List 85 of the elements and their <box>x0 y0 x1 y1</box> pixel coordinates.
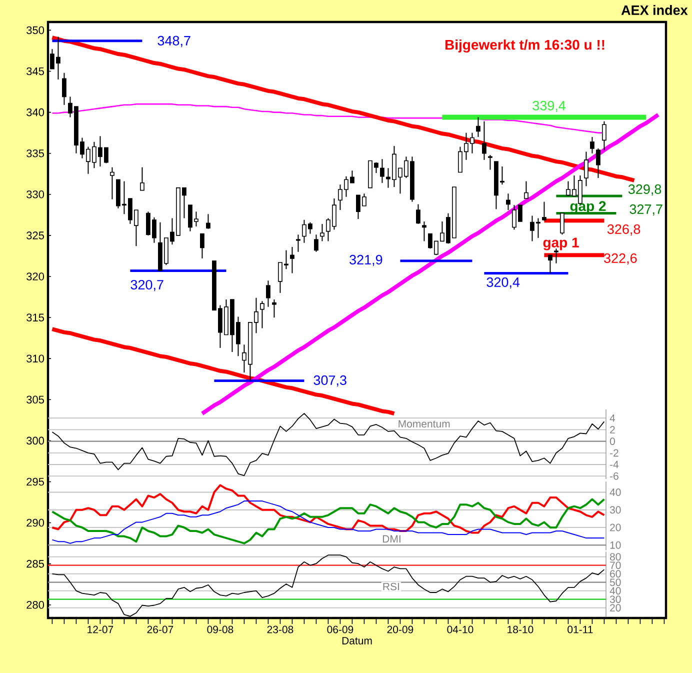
y-tick-label: 60 <box>610 570 621 578</box>
y-tick-label: 345 <box>26 67 44 76</box>
y-tick-label: 70 <box>610 562 621 570</box>
y-tick-label: -4 <box>610 460 619 468</box>
y-tick-label: 280 <box>26 600 44 609</box>
text: Bijgewerkt t/m 16:30 u !! <box>445 39 604 53</box>
annotation: 307,3 <box>314 375 346 387</box>
chart-title: AEX index <box>621 5 688 15</box>
candlestick <box>260 300 264 329</box>
y-tick-label: 20 <box>610 524 621 532</box>
y-tick-label: 10 <box>610 541 621 549</box>
annotation: 327,7 <box>630 204 662 216</box>
candlestick <box>110 166 114 200</box>
x-tick-label: 26-07 <box>147 626 174 634</box>
y-tick-label: 2 <box>610 426 615 434</box>
candlestick <box>290 246 294 274</box>
candlestick <box>206 214 210 230</box>
x-tick-label: 12-07 <box>88 626 114 634</box>
candlestick <box>416 204 420 224</box>
y-tick-label: 0 <box>610 438 615 446</box>
x-tick-label: 09-08 <box>207 626 234 634</box>
x-tick-label: 18-10 <box>508 626 534 634</box>
y-tick-label: 300 <box>26 436 44 445</box>
y-tick-label: 40 <box>610 488 621 496</box>
candlestick <box>482 120 486 160</box>
y-tick-label: -6 <box>610 472 618 480</box>
y-tick-label: 285 <box>26 560 44 568</box>
candlestick <box>548 254 552 274</box>
text: Momentum <box>398 420 450 428</box>
y-tick-label: 335 <box>26 149 44 158</box>
y-tick-label: 50 <box>610 578 621 586</box>
y-tick-label: 315 <box>26 314 44 322</box>
candlestick <box>380 158 384 184</box>
annotation: 320,4 <box>486 277 520 289</box>
annotation: 322,6 <box>604 253 637 265</box>
annotation: 339,4 <box>532 100 566 112</box>
annotation: 348,7 <box>158 36 190 48</box>
y-tick-label: 80 <box>610 553 621 561</box>
candlestick <box>590 136 594 154</box>
candlestick <box>506 193 510 210</box>
x-tick-label: 06-09 <box>327 626 354 634</box>
candlestick <box>596 148 600 178</box>
text: DMI <box>382 535 400 543</box>
y-tick-label: -2 <box>610 449 618 457</box>
candlestick <box>524 180 528 199</box>
x-tick-label: 20-09 <box>387 626 414 634</box>
y-tick-label: 40 <box>610 587 621 595</box>
y-tick-label: 305 <box>26 396 44 404</box>
y-tick-label: 30 <box>610 596 621 604</box>
annotation: 329,8 <box>628 184 662 196</box>
annotation: 321,9 <box>350 254 382 266</box>
y-tick-label: 295 <box>26 478 44 486</box>
x-tick-label: 23-08 <box>267 626 294 634</box>
candlestick <box>422 220 426 242</box>
candlestick <box>320 223 324 242</box>
candlestick <box>584 151 588 187</box>
y-tick-label: 4 <box>610 414 616 422</box>
candlestick <box>602 120 606 151</box>
x-tick-label: 04-10 <box>447 626 474 634</box>
x-axis-title: Datum <box>342 637 372 644</box>
candlestick <box>272 298 276 318</box>
y-tick-label: 320 <box>26 272 44 280</box>
candlestick <box>476 116 480 138</box>
candlestick <box>266 280 270 308</box>
candlestick <box>314 234 318 252</box>
y-tick-label: 325 <box>26 232 44 240</box>
candlestick <box>62 72 66 106</box>
y-tick-label: 30 <box>610 506 621 514</box>
candlestick <box>296 234 300 252</box>
y-tick-label: 310 <box>26 354 44 362</box>
annotation: 326,8 <box>607 224 640 236</box>
candlestick <box>200 233 204 259</box>
annotation: 320,7 <box>130 280 164 292</box>
text: RSI <box>383 582 399 590</box>
annotation: gap 1 <box>543 238 579 250</box>
y-tick-label: 290 <box>26 518 44 527</box>
candlestick <box>488 154 492 170</box>
candlestick <box>140 166 144 191</box>
y-tick-label: 330 <box>26 190 44 198</box>
candlestick <box>542 201 546 222</box>
x-tick-label: 01-11 <box>568 626 593 634</box>
y-tick-label: 350 <box>26 26 44 34</box>
y-tick-label: 20 <box>610 604 621 612</box>
y-tick-label: 340 <box>26 108 44 116</box>
candlestick <box>560 212 564 236</box>
